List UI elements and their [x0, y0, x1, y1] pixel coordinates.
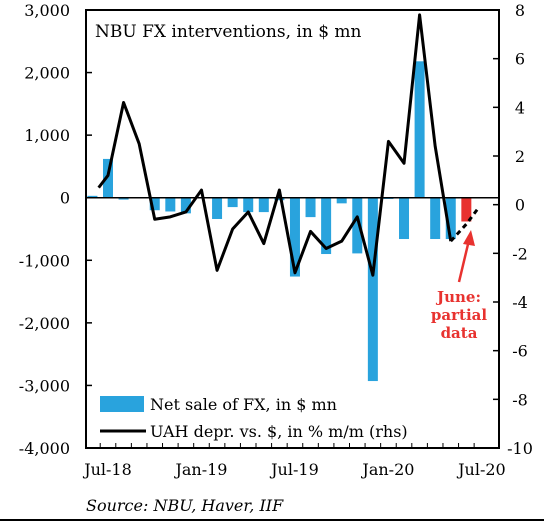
right-axis-ticks: 8 6 4 2 0 -2 -4 -6 -8 -10: [493, 1, 533, 458]
right-tick-label: -6: [512, 342, 528, 361]
june-annotation: June: partial data: [431, 230, 487, 342]
left-tick-label: -3,000: [19, 376, 70, 395]
bar-jul-19: [289, 197, 300, 277]
annotation-line-1: June:: [435, 288, 481, 306]
left-tick-label: 0: [60, 189, 70, 208]
right-tick-label: 6: [515, 50, 525, 69]
annotation-line-3: data: [441, 324, 478, 342]
bar-aug-18: [118, 197, 129, 200]
right-tick-label: 2: [515, 147, 525, 166]
x-tick-label: Jan-20: [360, 460, 414, 479]
right-tick-label: -8: [512, 390, 528, 409]
bar-feb-20: [399, 197, 410, 240]
bar-dec-18: [180, 197, 191, 214]
left-tick-label: 1,000: [24, 126, 70, 145]
bar-jun-18: [87, 195, 98, 198]
legend-line-label: UAH depr. vs. $, in % m/m (rhs): [150, 422, 408, 441]
x-tick-label: Jan-19: [173, 460, 227, 479]
line-uah-depreciation: [97, 13, 453, 277]
bar-jun-19: [274, 197, 285, 201]
bottom-divider: [0, 519, 544, 521]
plot-area: [85, 9, 500, 449]
x-tick-label: Jul-18: [82, 460, 132, 479]
right-tick-label: 4: [515, 98, 525, 117]
left-tick-label: 3,000: [24, 1, 70, 20]
bar-oct-19: [336, 197, 347, 204]
bar-jun-20: [461, 197, 472, 222]
bar-sep-19: [321, 197, 332, 255]
right-tick-label: 0: [515, 196, 525, 215]
bar-apr-19: [243, 197, 254, 213]
annotation-line-2: partial: [431, 306, 487, 324]
x-tick-label: Jul-20: [456, 460, 506, 479]
x-tick-label: Jul-19: [269, 460, 319, 479]
legend-bar-swatch: [100, 396, 144, 412]
line-series: [97, 13, 479, 277]
chart-title: NBU FX interventions, in $ mn: [95, 22, 362, 42]
bar-may-20: [445, 197, 456, 240]
bar-jul-18: [103, 158, 113, 198]
bar-feb-19: [212, 197, 223, 219]
source-note: Source: NBU, Haver, IIF: [86, 496, 284, 515]
bar-may-19: [258, 197, 269, 213]
right-tick-label: 8: [515, 1, 525, 20]
right-tick-label: -10: [507, 439, 533, 458]
bar-oct-18: [149, 197, 160, 211]
annotation-arrow-shaft: [457, 239, 471, 283]
bar-dec-19: [367, 197, 378, 382]
left-tick-label: -1,000: [19, 251, 70, 270]
left-tick-label: -4,000: [19, 439, 70, 458]
legend: Net sale of FX, in $ mn UAH depr. vs. $,…: [100, 395, 408, 441]
bar-apr-20: [430, 197, 441, 240]
bar-aug-19: [305, 197, 316, 218]
bar-mar-20: [414, 61, 425, 198]
left-axis-ticks: 3,000 2,000 1,000 0 -1,000 -2,000 -3,000 -4,000: [19, 1, 92, 458]
annotation-arrow-head: [463, 230, 475, 246]
left-tick-label: 2,000: [24, 64, 70, 83]
right-tick-label: -2: [512, 244, 528, 263]
bar-nov-18: [165, 197, 176, 212]
left-tick-label: -2,000: [19, 314, 70, 333]
bar-series: [87, 61, 472, 382]
bar-nov-19: [352, 197, 363, 254]
right-tick-label: -4: [512, 293, 528, 312]
x-axis-ticks: Jul-18 Jan-19 Jul-19 Jan-20 Jul-20: [82, 443, 506, 479]
bar-mar-19: [227, 197, 238, 208]
legend-bar-label: Net sale of FX, in $ mn: [150, 395, 337, 414]
